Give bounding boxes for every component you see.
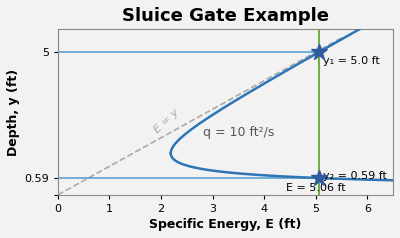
X-axis label: Specific Energy, E (ft): Specific Energy, E (ft) [149,218,302,231]
Text: y₁ = 5.0 ft: y₁ = 5.0 ft [323,55,380,65]
Text: q = 10 ft²/s: q = 10 ft²/s [203,126,274,139]
Text: E = y: E = y [152,107,180,134]
Title: Sluice Gate Example: Sluice Gate Example [122,7,329,25]
Y-axis label: Depth, y (ft): Depth, y (ft) [7,69,20,156]
Text: y₂ = 0.59 ft: y₂ = 0.59 ft [323,171,387,181]
Text: E = 5.06 ft: E = 5.06 ft [286,183,346,193]
